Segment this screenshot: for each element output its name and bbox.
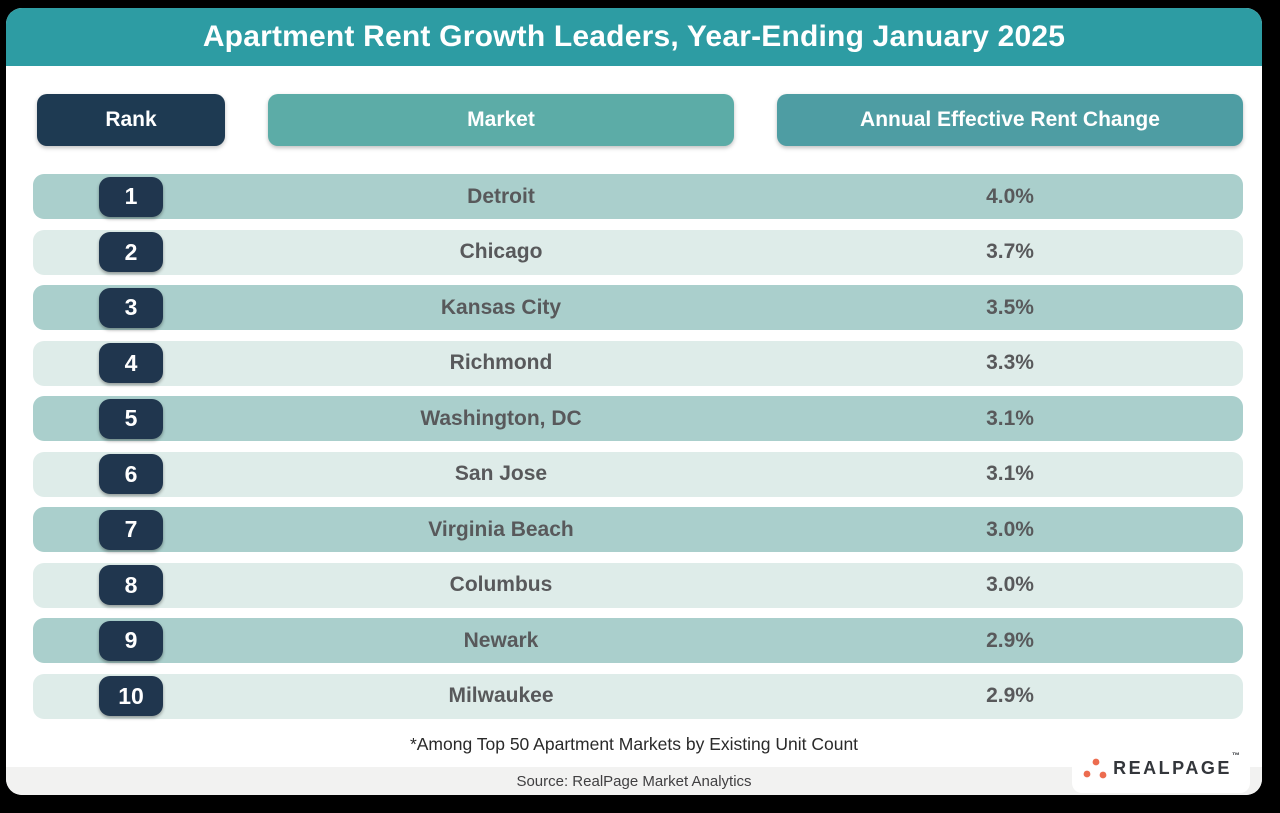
page-title: Apartment Rent Growth Leaders, Year-Endi…	[202, 20, 1066, 53]
column-header-rank-label: Rank	[105, 108, 157, 131]
market-name: Milwaukee	[448, 684, 554, 707]
realpage-logo: REALPAGE™	[1072, 743, 1250, 793]
rent-change-cell: 3.5%	[777, 285, 1243, 330]
rent-change-cell: 3.7%	[777, 230, 1243, 275]
table-row: 7 Virginia Beach 3.0%	[33, 507, 1243, 552]
table-row: 2 Chicago 3.7%	[33, 229, 1243, 275]
market-name: Columbus	[449, 573, 553, 596]
rank-cell: 2	[37, 230, 225, 275]
table-row: 4 Richmond 3.3%	[33, 340, 1243, 386]
market-cell: Washington, DC	[268, 396, 734, 441]
footnote: *Among Top 50 Apartment Markets by Exist…	[409, 734, 859, 754]
column-header-market-label: Market	[467, 108, 535, 131]
rank-cell: 1	[37, 174, 225, 219]
table-row: 8 Columbus 3.0%	[33, 562, 1243, 608]
rent-change-cell: 3.3%	[777, 341, 1243, 386]
rent-change-value: 4.0%	[986, 184, 1034, 208]
market-cell: Richmond	[268, 341, 734, 386]
rank-badge: 2	[99, 232, 163, 272]
rank-cell: 9	[37, 618, 225, 663]
table-row: 9 Newark 2.9%	[33, 618, 1243, 663]
table-row: 10 Milwaukee 2.9%	[33, 673, 1243, 719]
table-row: 1 Detroit 4.0%	[33, 174, 1243, 219]
rank-badge: 6	[99, 454, 163, 494]
rent-change-value: 3.1%	[986, 406, 1034, 430]
infographic-card: Apartment Rent Growth Leaders, Year-Endi…	[6, 8, 1262, 795]
column-header-rank: Rank	[37, 94, 225, 146]
rank-badge: 7	[99, 509, 163, 550]
market-name: Virginia Beach	[428, 517, 574, 541]
market-cell: Detroit	[268, 174, 734, 219]
market-cell: Newark	[268, 618, 734, 663]
rent-change-value: 2.9%	[986, 628, 1034, 652]
rent-change-cell: 3.0%	[777, 507, 1243, 552]
market-cell: Milwaukee	[268, 674, 734, 719]
market-name: Washington, DC	[420, 406, 582, 430]
rank-badge: 5	[99, 398, 163, 439]
rent-change-value: 3.1%	[986, 462, 1034, 485]
rank-badge: 10	[99, 676, 163, 716]
table-row: 6 San Jose 3.1%	[33, 451, 1243, 497]
rent-change-value: 3.0%	[986, 573, 1034, 596]
rent-change-cell: 3.1%	[777, 396, 1243, 441]
realpage-wordmark: REALPAGE™	[1113, 750, 1240, 778]
column-header-market: Market	[268, 94, 734, 146]
rent-change-value: 3.0%	[986, 517, 1034, 541]
market-name: San Jose	[454, 462, 548, 485]
rank-badge: 9	[99, 620, 163, 661]
rank-cell: 4	[37, 341, 225, 386]
market-name: Chicago	[459, 240, 543, 263]
table-row: 3 Kansas City 3.5%	[33, 285, 1243, 330]
rank-cell: 6	[37, 452, 225, 497]
footer-bar: Source: RealPage Market Analytics	[6, 767, 1262, 795]
rent-change-value: 3.3%	[986, 351, 1034, 374]
market-name: Richmond	[449, 351, 553, 374]
source-credit: Source: RealPage Market Analytics	[516, 772, 752, 790]
column-header-rent-change-label: Annual Effective Rent Change	[860, 108, 1160, 131]
market-cell: Columbus	[268, 563, 734, 608]
market-cell: San Jose	[268, 452, 734, 497]
trademark-symbol: ™	[1231, 750, 1240, 760]
market-name: Newark	[463, 628, 539, 652]
rent-change-cell: 2.9%	[777, 618, 1243, 663]
column-header-rent-change: Annual Effective Rent Change	[777, 94, 1243, 146]
rent-change-value: 3.5%	[986, 295, 1034, 319]
rank-badge: 8	[99, 565, 163, 605]
rent-change-value: 2.9%	[986, 684, 1034, 707]
market-cell: Virginia Beach	[268, 507, 734, 552]
title-banner: Apartment Rent Growth Leaders, Year-Endi…	[6, 8, 1262, 66]
rank-badge: 4	[99, 343, 163, 383]
rank-cell: 10	[37, 674, 225, 719]
table-rows: 1 Detroit 4.0% 2 Chicago 3.7% 3 Kansas City 3.5%…	[33, 174, 1243, 729]
rent-change-value: 3.7%	[986, 240, 1034, 263]
market-name: Detroit	[467, 184, 535, 208]
rank-cell: 7	[37, 507, 225, 552]
rent-change-cell: 2.9%	[777, 674, 1243, 719]
realpage-dots-icon	[1082, 756, 1108, 780]
rent-change-cell: 3.1%	[777, 452, 1243, 497]
market-name: Kansas City	[440, 295, 562, 319]
rank-badge: 3	[99, 287, 163, 328]
rank-badge: 1	[99, 176, 163, 217]
market-cell: Chicago	[268, 230, 734, 275]
rank-cell: 8	[37, 563, 225, 608]
rank-cell: 5	[37, 396, 225, 441]
market-cell: Kansas City	[268, 285, 734, 330]
rent-change-cell: 4.0%	[777, 174, 1243, 219]
table-row: 5 Washington, DC 3.1%	[33, 396, 1243, 441]
rent-change-cell: 3.0%	[777, 563, 1243, 608]
rank-cell: 3	[37, 285, 225, 330]
